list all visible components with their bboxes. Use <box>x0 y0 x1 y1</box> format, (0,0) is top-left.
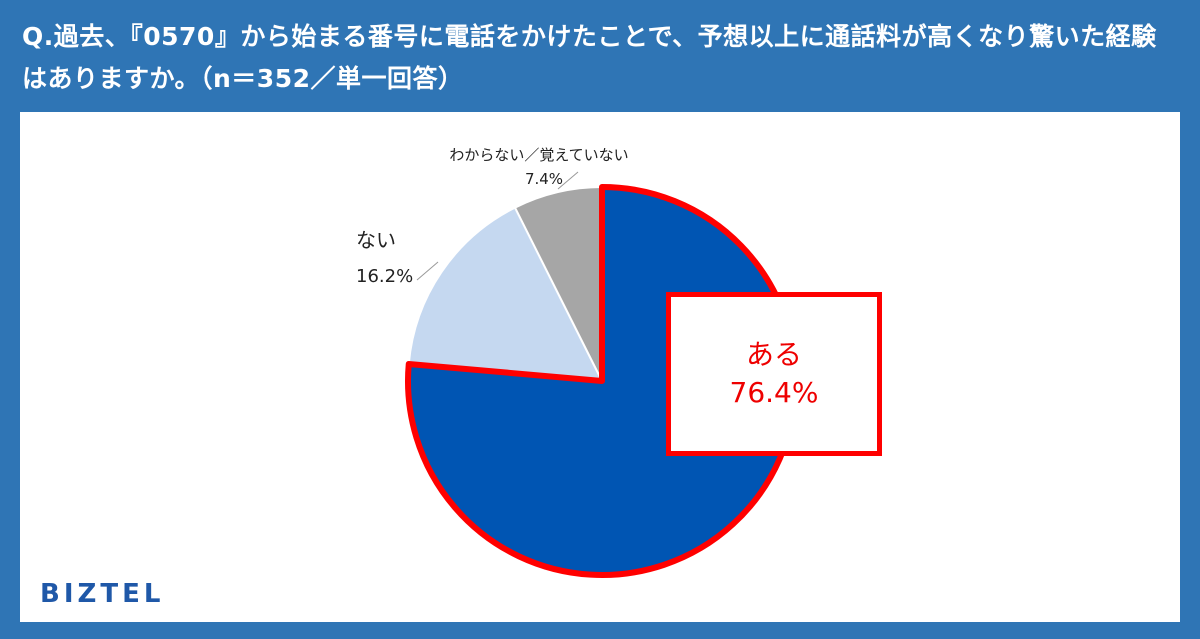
chart-panel: わからない／覚えていない 7.4% ない 16.2% ある 76.4% <box>20 112 1180 622</box>
slice-label-yes: ある <box>745 338 802 371</box>
highlight-callout: ある 76.4% <box>666 292 882 456</box>
pie-slice-yes <box>405 184 799 578</box>
slice-value-unknown: 7.4% <box>524 170 564 188</box>
slice-value-no: 16.2% <box>356 266 414 287</box>
leader-line-no <box>416 261 439 281</box>
pie-chart <box>405 171 799 578</box>
slice-label-no: ない <box>356 228 396 252</box>
slice-value-yes: 76.4% <box>729 376 819 409</box>
pie-slice-no <box>407 206 604 383</box>
leader-line-unknown <box>557 171 579 190</box>
biztel-logo: BIZTEL <box>40 579 165 609</box>
slice-label-unknown: わからない／覚えていない <box>449 146 629 164</box>
page-title: Q.過去、『0570』から始まる番号に電話をかけたことで、予想以上に通話料が高く… <box>22 22 1157 93</box>
